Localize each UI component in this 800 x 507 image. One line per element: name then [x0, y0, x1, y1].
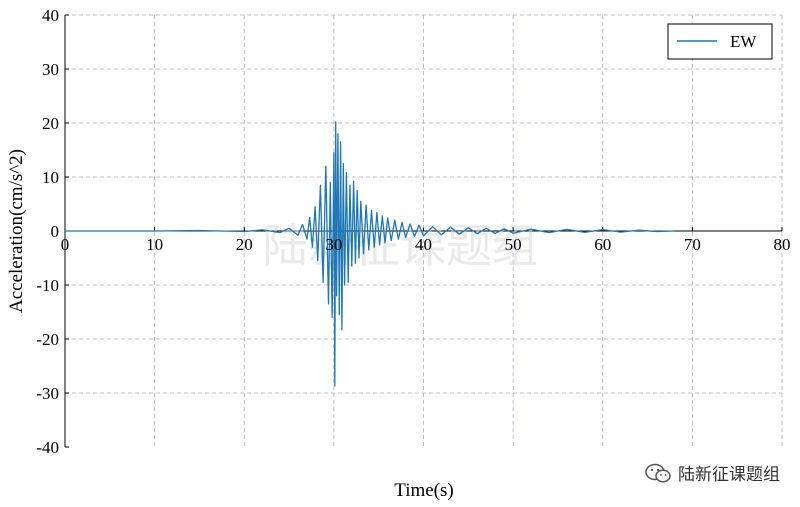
y-tick-label: 30 — [42, 60, 59, 79]
wechat-branding: 陆新征课题组 — [644, 460, 780, 485]
x-axis-title: Time(s) — [394, 480, 453, 501]
x-tick-label: 70 — [684, 235, 701, 254]
wechat-icon — [645, 463, 671, 483]
legend-label-ew: EW — [730, 32, 757, 51]
wechat-account-name: 陆新征课题组 — [678, 465, 780, 485]
x-tick-label: 30 — [325, 235, 342, 254]
x-tick-label: 50 — [505, 235, 522, 254]
grid — [65, 14, 783, 447]
y-tick-label: 0 — [51, 222, 60, 241]
x-tick-label: 60 — [594, 235, 611, 254]
y-tick-label: -20 — [36, 330, 59, 349]
y-tick-label: 10 — [42, 168, 59, 187]
y-tick-label: -40 — [36, 438, 59, 457]
y-axis-title: Acceleration(cm/s^2) — [6, 149, 27, 313]
series-layer — [65, 121, 675, 387]
y-tick-label: -30 — [36, 384, 59, 403]
x-tick-label: 40 — [415, 235, 432, 254]
x-tick-label: 80 — [774, 235, 791, 254]
x-tick-label: 0 — [61, 235, 70, 254]
series-line-ew — [65, 121, 675, 387]
y-tick-label: 40 — [42, 6, 59, 25]
y-tick-label: 20 — [42, 114, 59, 133]
x-tick-label: 10 — [146, 235, 163, 254]
legend: EW — [667, 23, 773, 60]
x-tick-label: 20 — [236, 235, 253, 254]
tick-labels: 0 10 20 30 40 50 60 70 80 -40 -30 -20 -10 0 10 20 30 40 — [36, 6, 790, 457]
y-tick-label: -10 — [36, 276, 59, 295]
